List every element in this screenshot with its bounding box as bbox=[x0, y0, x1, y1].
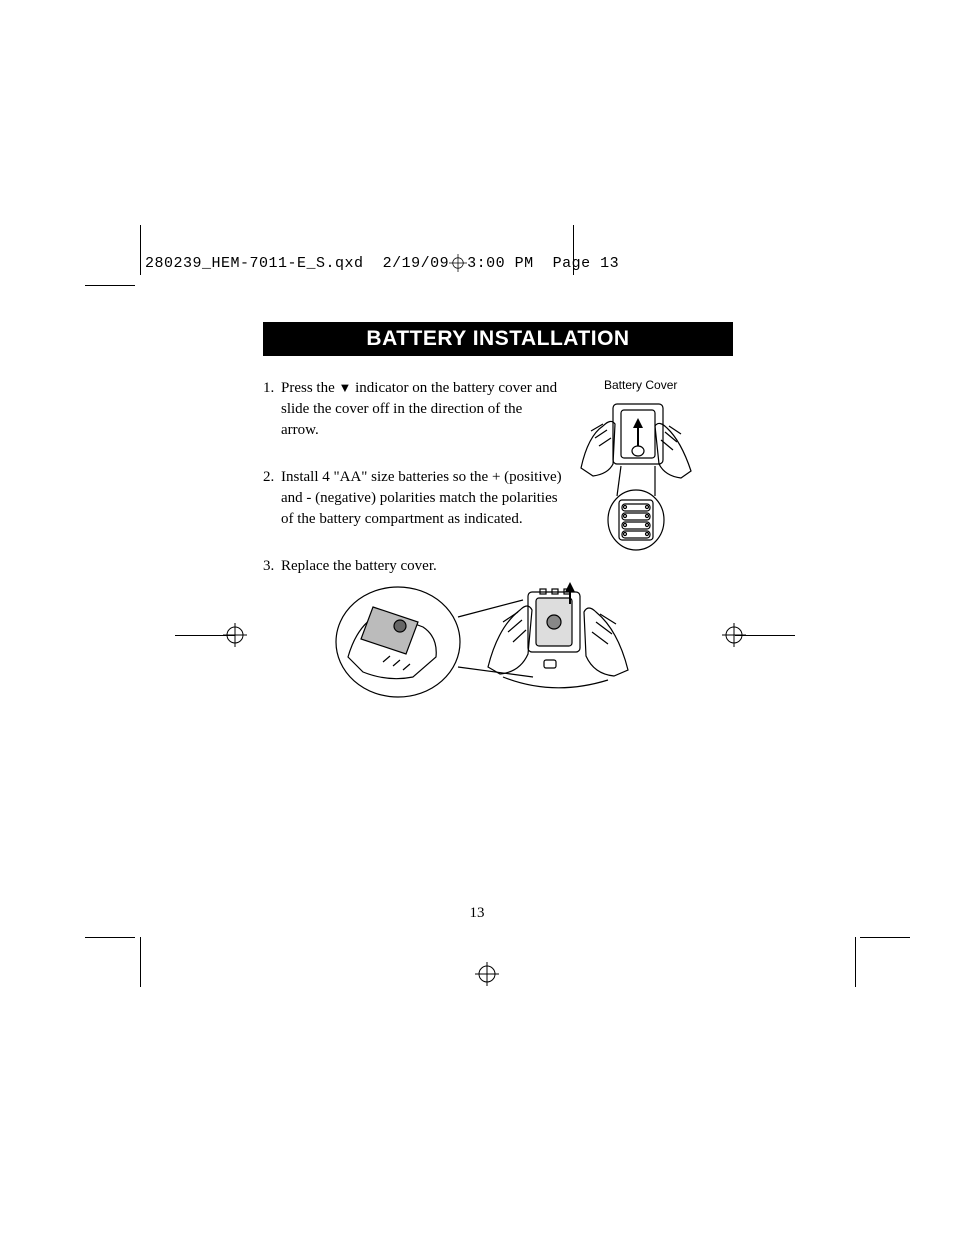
section-title: BATTERY INSTALLATION bbox=[263, 322, 733, 356]
crop-mark bbox=[140, 937, 141, 987]
print-header: 280239_HEM-7011-E_S.qxd 2/19/09 3:00 PM P… bbox=[145, 254, 619, 272]
figure-replace-cover bbox=[328, 582, 648, 712]
down-triangle-icon: ▼ bbox=[339, 380, 352, 395]
registration-mark-icon bbox=[722, 623, 746, 647]
step-3: 3. Replace the battery cover. bbox=[263, 556, 563, 577]
registration-mark-icon bbox=[223, 623, 247, 647]
step-1: 1. Press the ▼ indicator on the battery … bbox=[263, 378, 563, 441]
figure-battery-cover bbox=[573, 396, 698, 556]
registration-mark-icon bbox=[475, 962, 499, 986]
instructions-list: 1. Press the ▼ indicator on the battery … bbox=[263, 378, 563, 577]
figure-label: Battery Cover bbox=[604, 378, 677, 392]
step-number: 2. bbox=[263, 467, 281, 530]
step-number: 1. bbox=[263, 378, 281, 441]
time: 3:00 PM bbox=[467, 255, 534, 272]
crop-mark bbox=[855, 937, 856, 987]
step-text: Replace the battery cover. bbox=[281, 556, 563, 577]
date: 2/19/09 bbox=[383, 255, 450, 272]
step-text: Press the ▼ indicator on the battery cov… bbox=[281, 378, 563, 441]
step-2: 2. Install 4 "AA" size batteries so the … bbox=[263, 467, 563, 530]
crop-mark bbox=[140, 225, 141, 275]
crop-mark bbox=[860, 937, 910, 938]
registration-mark-icon bbox=[449, 254, 467, 272]
crop-mark bbox=[85, 285, 135, 286]
page-number: 13 bbox=[0, 905, 954, 922]
crop-mark bbox=[85, 937, 135, 938]
step-text: Install 4 "AA" size batteries so the + (… bbox=[281, 467, 563, 530]
filename: 280239_HEM-7011-E_S.qxd bbox=[145, 255, 364, 272]
step-number: 3. bbox=[263, 556, 281, 577]
step-text-part: Press the bbox=[281, 380, 339, 396]
page-label: Page 13 bbox=[553, 255, 620, 272]
